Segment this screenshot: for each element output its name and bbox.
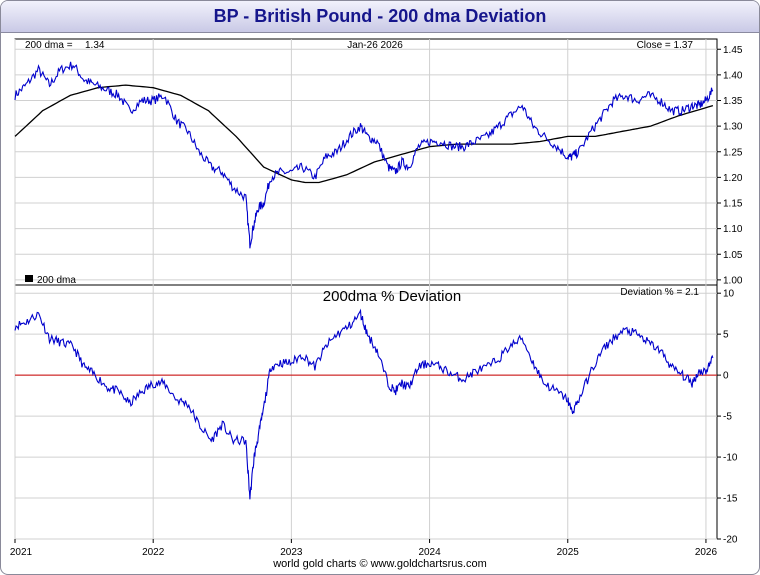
price-y-tick-label: 1.05	[723, 250, 743, 261]
deviation-y-tick-label: 0	[723, 371, 729, 382]
deviation-y-tick-label: 10	[723, 289, 735, 300]
close-label: Close = 1.37	[637, 40, 694, 51]
price-y-tick-label: 1.30	[723, 122, 743, 133]
chart-title: BP - British Pound - 200 dma Deviation	[213, 6, 547, 26]
price-y-tick-label: 1.10	[723, 224, 743, 235]
price-y-tick-label: 1.20	[723, 173, 743, 184]
deviation-y-tick-label: -10	[723, 453, 738, 464]
price-panel	[14, 38, 718, 286]
dma-value: 1.34	[85, 40, 105, 51]
x-axis: 2021 2022 2023 2024 2025 2026	[10, 539, 718, 558]
deviation-y-tick-label: -20	[723, 535, 738, 546]
deviation-line	[14, 308, 714, 500]
dma-label: 200 dma =	[25, 40, 73, 51]
x-tick-label: 2021	[10, 547, 33, 558]
deviation-value-label: Deviation % = 2.1	[620, 287, 699, 298]
price-y-tick-label: 1.40	[723, 70, 743, 81]
legend-marker	[25, 275, 33, 282]
x-tick-label: 2026	[695, 547, 718, 558]
chart-date: Jan-26 2026	[347, 40, 403, 51]
title-bar: BP - British Pound - 200 dma Deviation	[1, 1, 759, 33]
deviation-y-tick-label: -15	[723, 494, 738, 505]
x-tick-label: 2024	[418, 547, 441, 558]
price-gridlines	[14, 39, 717, 285]
x-tick-label: 2025	[557, 547, 580, 558]
price-y-tick-label: 1.45	[723, 45, 743, 56]
legend-label: 200 dma	[37, 275, 76, 286]
deviation-panel	[14, 284, 718, 540]
price-y-tick-label: 1.00	[723, 275, 743, 286]
deviation-y-axis: 10 5 0 -5 -10 -15 -20	[717, 289, 738, 546]
footer-credit: world gold charts © www.goldchartsrus.co…	[273, 558, 487, 570]
price-line	[14, 61, 714, 249]
price-y-tick-label: 1.35	[723, 96, 743, 107]
chart-canvas: 200 dma = 1.34 Jan-26 2026 Close = 1.37 …	[10, 38, 743, 558]
x-tick-label: 2023	[280, 547, 303, 558]
deviation-y-tick-label: 5	[723, 330, 729, 341]
price-y-axis: 1.45 1.40 1.35 1.30 1.25 1.20 1.15 1.10 1.05 1.00	[717, 45, 743, 286]
x-tick-label: 2022	[142, 547, 165, 558]
deviation-title: 200dma % Deviation	[323, 288, 461, 305]
deviation-y-tick-label: -5	[723, 412, 732, 423]
price-y-tick-label: 1.25	[723, 147, 743, 158]
price-y-tick-label: 1.15	[723, 199, 743, 210]
